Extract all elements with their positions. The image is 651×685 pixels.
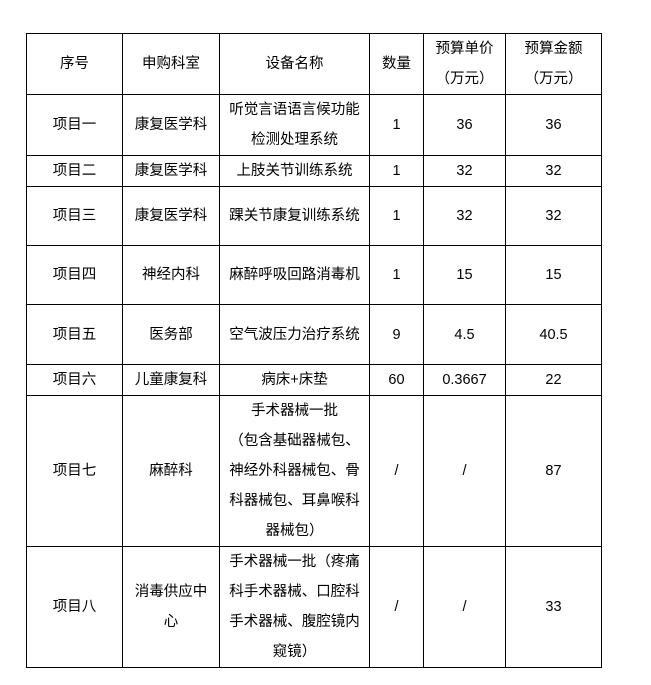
cell-department: 医务部 — [122, 304, 220, 365]
cell-total: 32 — [505, 186, 602, 246]
header-unit-price: 预算单价 （万元） — [423, 33, 506, 95]
cell-department: 消毒供应中心 — [122, 546, 220, 668]
table-row: 项目一 康复医学科 听觉言语语言候功能检测处理系统 1 36 36 — [26, 94, 602, 156]
cell-quantity: 60 — [369, 364, 424, 396]
cell-equipment: 手术器械一批（疼痛科手术器械、口腔科手术器械、腹腔镜内窥镜） — [219, 546, 370, 668]
header-total: 预算金额 （万元） — [505, 33, 602, 95]
cell-index: 项目六 — [26, 364, 123, 396]
cell-department: 神经内科 — [122, 245, 220, 305]
cell-unit-price: 0.3667 — [423, 364, 506, 396]
table-row: 项目四 神经内科 麻醉呼吸回路消毒机 1 15 15 — [26, 245, 602, 305]
cell-equipment: 踝关节康复训练系统 — [219, 186, 370, 246]
cell-unit-price: 15 — [423, 245, 506, 305]
table-row: 项目六 儿童康复科 病床+床垫 60 0.3667 22 — [26, 364, 602, 396]
cell-unit-price: / — [423, 546, 506, 668]
cell-total: 87 — [505, 395, 602, 547]
cell-total: 40.5 — [505, 304, 602, 365]
cell-quantity: 1 — [369, 186, 424, 246]
cell-equipment: 麻醉呼吸回路消毒机 — [219, 245, 370, 305]
table-row: 项目七 麻醉科 手术器械一批 （包含基础器械包、神经外科器械包、骨科器械包、耳鼻喉科… — [26, 395, 602, 547]
cell-quantity: 9 — [369, 304, 424, 365]
cell-index: 项目五 — [26, 304, 123, 365]
table-row: 项目五 医务部 空气波压力治疗系统 9 4.5 40.5 — [26, 304, 602, 365]
cell-unit-price: 32 — [423, 186, 506, 246]
cell-index: 项目七 — [26, 395, 123, 547]
header-equipment: 设备名称 — [219, 33, 370, 95]
cell-index: 项目三 — [26, 186, 123, 246]
cell-unit-price: 4.5 — [423, 304, 506, 365]
header-department: 申购科室 — [122, 33, 220, 95]
cell-index: 项目一 — [26, 94, 123, 156]
cell-quantity: 1 — [369, 94, 424, 156]
table-row: 项目二 康复医学科 上肢关节训练系统 1 32 32 — [26, 155, 602, 187]
table-row: 项目八 消毒供应中心 手术器械一批（疼痛科手术器械、口腔科手术器械、腹腔镜内窥镜） /… — [26, 546, 602, 668]
cell-quantity: / — [369, 546, 424, 668]
cell-total: 32 — [505, 155, 602, 187]
cell-department: 康复医学科 — [122, 155, 220, 187]
cell-index: 项目四 — [26, 245, 123, 305]
cell-department: 康复医学科 — [122, 186, 220, 246]
header-index: 序号 — [26, 33, 123, 95]
header-row: 序号 申购科室 设备名称 数量 预算单价 （万元） 预算金额 （万元） — [26, 33, 602, 95]
cell-equipment: 病床+床垫 — [219, 364, 370, 396]
cell-quantity: 1 — [369, 245, 424, 305]
cell-department: 康复医学科 — [122, 94, 220, 156]
budget-table: 序号 申购科室 设备名称 数量 预算单价 （万元） 预算金额 （万元） 项目一康… — [26, 33, 602, 668]
cell-total: 15 — [505, 245, 602, 305]
cell-department: 麻醉科 — [122, 395, 220, 547]
cell-department: 儿童康复科 — [122, 364, 220, 396]
cell-equipment: 手术器械一批 （包含基础器械包、神经外科器械包、骨科器械包、耳鼻喉科器械包） — [219, 395, 370, 547]
cell-total: 22 — [505, 364, 602, 396]
cell-equipment: 听觉言语语言候功能检测处理系统 — [219, 94, 370, 156]
table-row: 项目三 康复医学科 踝关节康复训练系统 1 32 32 — [26, 186, 602, 246]
cell-index: 项目二 — [26, 155, 123, 187]
cell-quantity: 1 — [369, 155, 424, 187]
cell-quantity: / — [369, 395, 424, 547]
cell-total: 36 — [505, 94, 602, 156]
cell-index: 项目八 — [26, 546, 123, 668]
cell-unit-price: / — [423, 395, 506, 547]
cell-unit-price: 32 — [423, 155, 506, 187]
cell-equipment: 空气波压力治疗系统 — [219, 304, 370, 365]
cell-total: 33 — [505, 546, 602, 668]
cell-equipment: 上肢关节训练系统 — [219, 155, 370, 187]
header-quantity: 数量 — [369, 33, 424, 95]
cell-unit-price: 36 — [423, 94, 506, 156]
